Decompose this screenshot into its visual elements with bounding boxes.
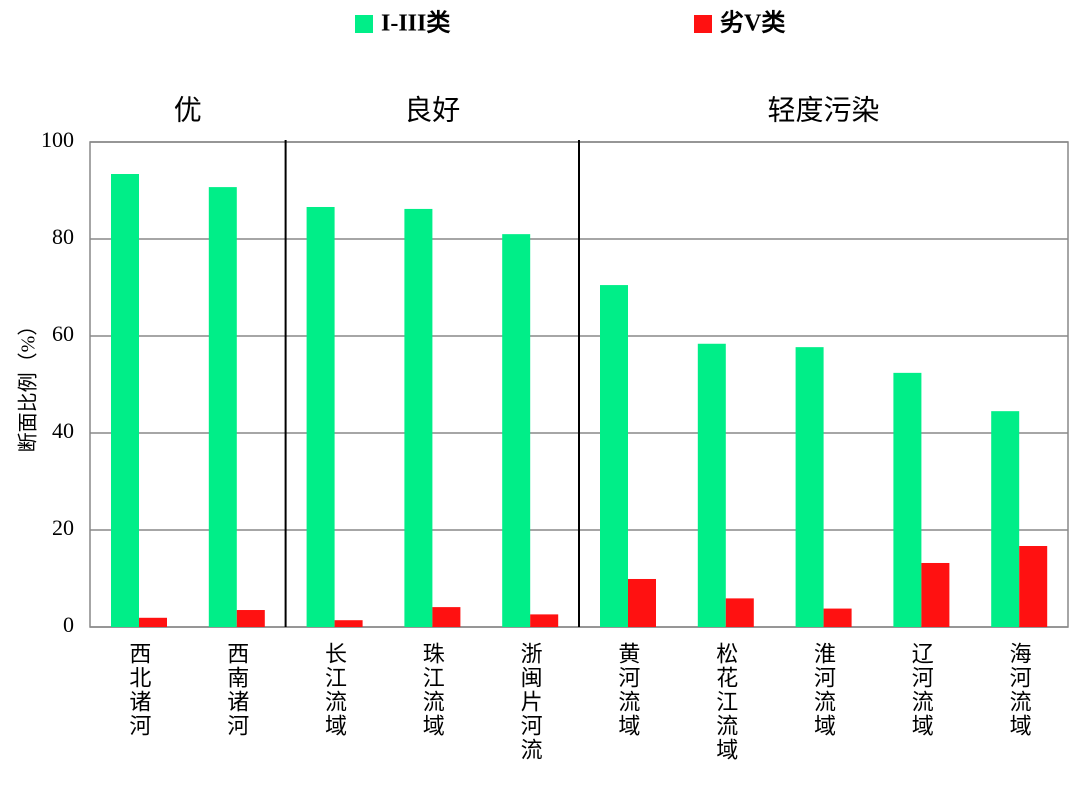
x-tick-label: 松花江流域	[713, 642, 738, 762]
y-tick-label: 20	[52, 515, 74, 540]
group-label: 良好	[404, 94, 460, 126]
x-tick-label: 西北诸河	[126, 642, 151, 738]
y-tick-label: 40	[52, 418, 74, 443]
bar	[795, 347, 824, 627]
bar	[893, 372, 922, 627]
legend-swatch	[694, 15, 712, 33]
bar	[139, 617, 167, 627]
x-tick-label: 西南诸河	[224, 642, 249, 738]
bar	[236, 610, 265, 627]
y-tick-label: 60	[52, 321, 74, 346]
legend-label: 劣V类	[720, 10, 786, 37]
x-tick-label: 浙闽片河流	[518, 642, 543, 762]
bar	[208, 187, 237, 628]
y-axis-label: 断面比例（%）	[17, 316, 40, 453]
bar	[334, 620, 363, 627]
y-tick-label: 0	[63, 612, 74, 637]
group-label: 优	[174, 94, 202, 126]
bar	[697, 343, 726, 627]
x-tick-label: 海河流域	[1007, 642, 1032, 738]
legend-swatch	[355, 15, 373, 33]
x-tick-label: 辽河流域	[909, 642, 934, 738]
y-tick-label: 80	[52, 224, 74, 249]
x-tick-label: 淮河流域	[811, 642, 836, 738]
bar	[991, 411, 1020, 627]
x-tick-label: 长江流域	[322, 642, 347, 738]
bar	[921, 562, 950, 627]
legend-label: I-III类	[381, 10, 451, 37]
x-tick-label: 黄河流域	[615, 642, 640, 738]
bar	[432, 607, 461, 627]
bar	[628, 578, 656, 627]
bar	[600, 285, 628, 627]
group-label: 轻度污染	[767, 94, 879, 126]
bar	[823, 608, 852, 627]
bar	[502, 234, 531, 627]
bar	[306, 206, 335, 628]
bar	[111, 174, 139, 627]
bar	[725, 598, 754, 627]
bar	[530, 614, 559, 627]
bar	[1019, 546, 1048, 627]
x-tick-label: 珠江流域	[420, 642, 445, 738]
bar	[404, 208, 433, 627]
y-tick-label: 100	[41, 127, 74, 152]
